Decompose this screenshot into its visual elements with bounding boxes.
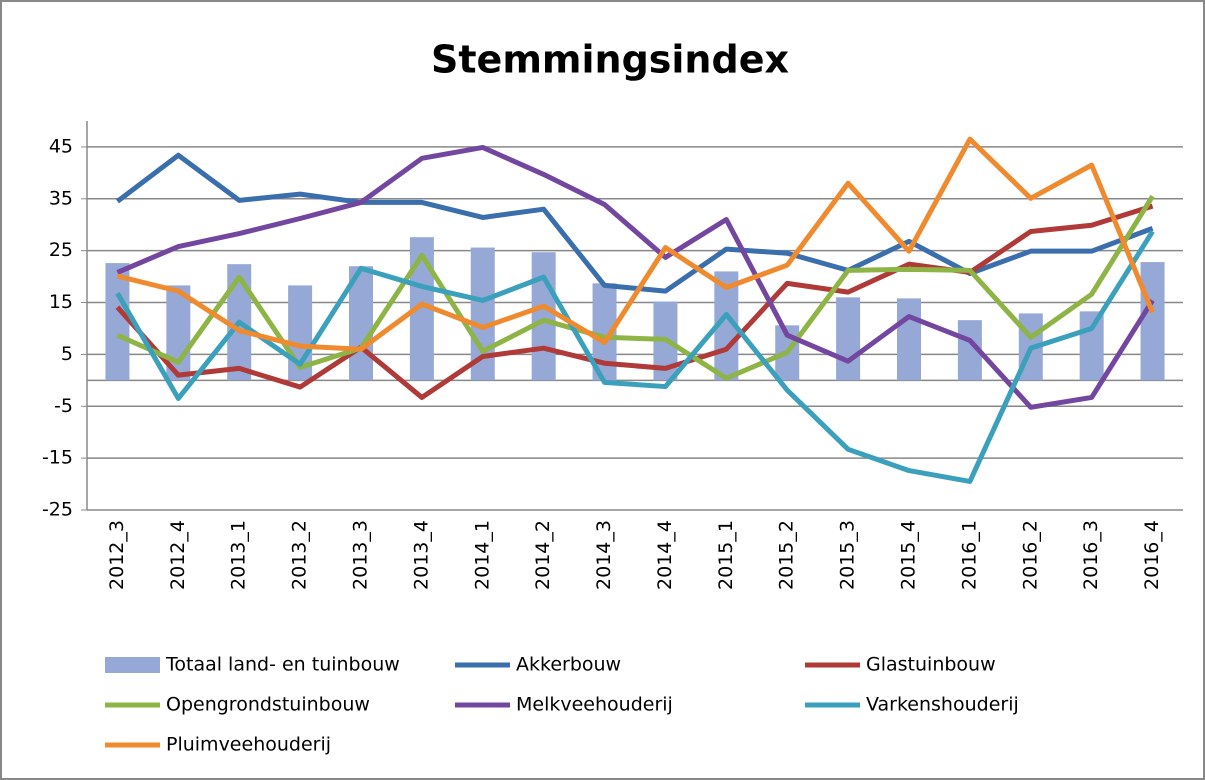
y-tick-label: -5 [54, 395, 73, 417]
x-tick-label: 2012_4 [167, 520, 189, 590]
x-tick-label: 2016_3 [1080, 520, 1102, 590]
legend-label: Glastuinbouw [866, 654, 996, 676]
y-tick-label: 25 [49, 239, 73, 261]
x-tick-label: 2014_3 [593, 520, 615, 590]
chart-title: Stemmingsindex [431, 38, 789, 82]
x-tick-label: 2013_1 [228, 520, 250, 590]
legend-label: Totaal land- en tuinbouw [165, 654, 400, 676]
bar [531, 252, 556, 381]
legend-label: Opengrondstuinbouw [166, 694, 370, 716]
x-tick-label: 2015_3 [837, 520, 859, 590]
y-tick-label: 35 [49, 187, 73, 209]
legend-label: Varkenshouderij [866, 694, 1019, 716]
y-tick-label: 45 [49, 135, 73, 157]
x-tick-label: 2015_4 [898, 520, 920, 590]
line [115, 230, 1155, 484]
x-tick-label: 2015_1 [715, 520, 737, 590]
x-tick-label: 2013_4 [410, 520, 432, 590]
x-tick-label: 2016_2 [1019, 520, 1041, 590]
line [116, 194, 1155, 381]
legend-swatch [105, 657, 160, 673]
bar [836, 297, 861, 381]
line [116, 136, 1155, 352]
legend-label: Pluimveehouderij [166, 734, 331, 756]
x-tick-label: 2015_2 [776, 520, 798, 590]
x-tick-label: 2014_4 [654, 520, 676, 590]
x-tick-label: 2014_2 [532, 520, 554, 590]
y-tick-label: -25 [42, 499, 73, 521]
y-tick-label: 15 [49, 291, 73, 313]
bar [897, 298, 921, 381]
bar [105, 263, 130, 381]
x-tick-label: 2016_1 [958, 520, 980, 590]
x-tick-label: 2013_3 [350, 520, 372, 590]
y-tick-label: -15 [42, 447, 73, 469]
x-tick-label: 2012_3 [106, 520, 128, 590]
legend-label: Melkveehouderij [516, 694, 673, 716]
legend-label: Akkerbouw [516, 654, 621, 676]
bar [1140, 262, 1165, 381]
line [116, 144, 1155, 410]
y-tick-label: 5 [61, 343, 73, 365]
x-tick-label: 2016_4 [1141, 520, 1163, 590]
line [115, 152, 1154, 294]
bar [1079, 311, 1104, 381]
line [115, 203, 1154, 400]
x-tick-label: 2014_1 [471, 520, 493, 590]
x-tick-label: 2013_2 [289, 520, 311, 590]
